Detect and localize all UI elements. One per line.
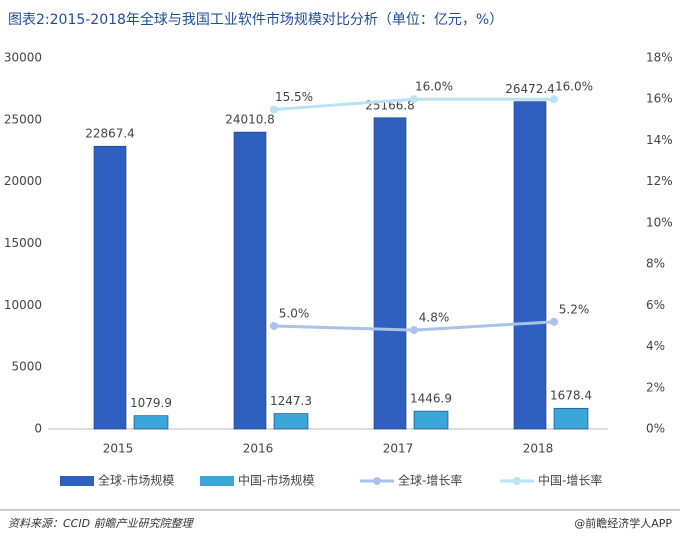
legend-swatch: [200, 476, 234, 486]
point: [270, 321, 278, 330]
y2-tick-label: 10%: [646, 215, 673, 229]
bar: [413, 410, 449, 430]
y2-tick-label: 2%: [646, 380, 665, 394]
y-tick-label: 30000: [4, 51, 42, 65]
legend-label: 中国-市场规模: [238, 473, 314, 488]
data-label: 1678.4: [550, 389, 592, 403]
y2-tick-label: 0%: [646, 422, 665, 436]
y2-tick-label: 8%: [646, 257, 665, 271]
data-label: 1446.9: [410, 392, 452, 406]
point: [550, 317, 558, 326]
point: [270, 105, 278, 114]
bar: [553, 407, 589, 430]
source: 资料来源：CCID 前瞻产业研究院整理: [8, 517, 195, 530]
data-label: 4.8%: [419, 311, 450, 325]
data-label: 5.2%: [559, 302, 590, 316]
y2-tick-label: 4%: [646, 339, 665, 353]
x-tick-label: 2017: [383, 442, 414, 456]
data-label: 1247.3: [270, 394, 312, 408]
legend-swatch: [60, 476, 94, 486]
data-label: 1079.9: [130, 396, 172, 410]
chart-title: 图表2:2015-2018年全球与我国工业软件市场规模对比分析（单位：亿元，%）: [8, 11, 503, 28]
data-label: 16.0%: [555, 80, 593, 94]
legend-label: 全球-增长率: [398, 473, 462, 488]
legend-label: 中国-增长率: [538, 473, 602, 488]
x-tick-label: 2016: [243, 442, 274, 456]
y-tick-label: 0: [34, 422, 42, 436]
x-tick-label: 2018: [523, 442, 554, 456]
y-tick-label: 10000: [4, 298, 42, 312]
bar: [373, 117, 407, 430]
bar: [133, 415, 169, 430]
y2-tick-label: 12%: [646, 174, 673, 188]
bar: [93, 145, 127, 430]
data-label: 26472.4: [505, 82, 555, 96]
data-label: 15.5%: [275, 90, 313, 104]
y-tick-label: 5000: [11, 360, 42, 374]
y2-tick-label: 16%: [646, 92, 673, 106]
legend-swatch: [513, 477, 521, 485]
legend-label: 全球-市场规模: [98, 473, 174, 488]
bar: [233, 131, 267, 430]
y2-tick-label: 18%: [646, 51, 673, 65]
data-label: 5.0%: [279, 306, 310, 320]
brand: @前瞻经济学人APP: [574, 516, 672, 530]
y2-tick-label: 6%: [646, 298, 665, 312]
legend-swatch: [373, 477, 381, 485]
y-tick-label: 20000: [4, 174, 42, 188]
data-label: 16.0%: [415, 80, 453, 94]
y2-tick-label: 14%: [646, 133, 673, 147]
y-tick-label: 25000: [4, 112, 42, 126]
bar: [273, 413, 309, 430]
data-label: 24010.8: [225, 113, 275, 127]
point: [550, 95, 558, 104]
bar: [513, 101, 547, 430]
point: [410, 95, 418, 104]
y-tick-label: 15000: [4, 236, 42, 250]
point: [410, 326, 418, 335]
x-tick-label: 2015: [103, 442, 134, 456]
data-label: 22867.4: [85, 127, 135, 141]
